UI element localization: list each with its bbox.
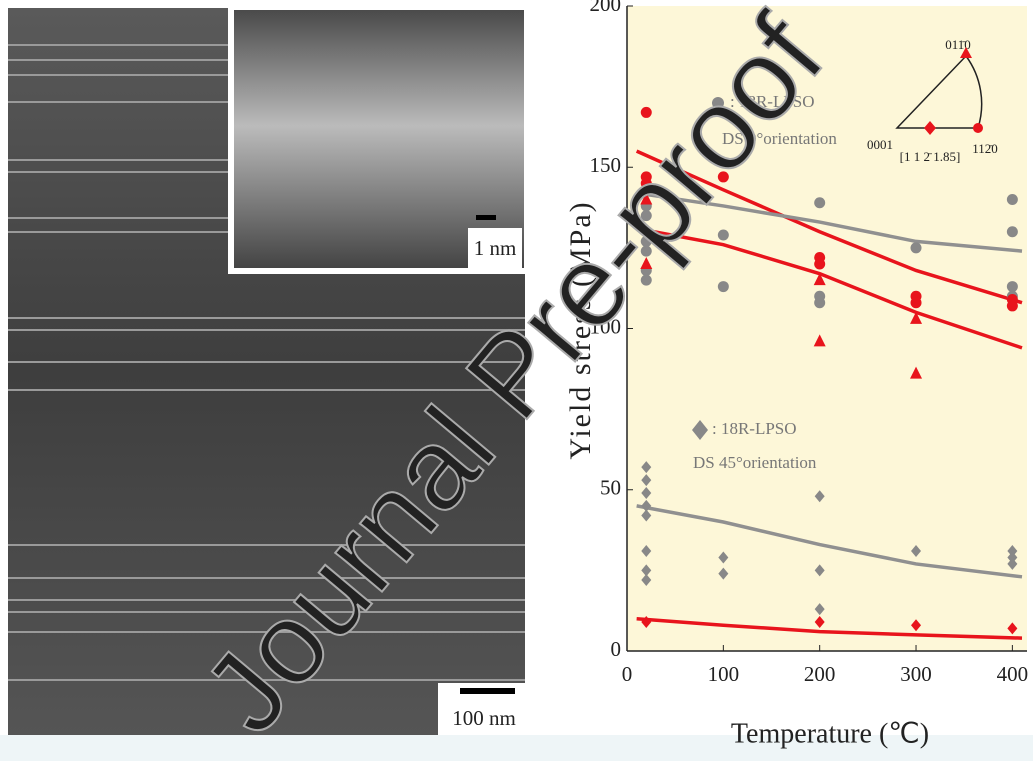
point — [814, 259, 825, 270]
y-tick-label: 200 — [590, 0, 622, 16]
x-tick-label: 0 — [622, 662, 633, 686]
figure: 1 nm 100 nm Yield stress (MPa) Temperatu… — [0, 0, 1033, 761]
annotation: : 18R-LPSO — [712, 419, 797, 438]
annotation: DS 45°orientation — [693, 453, 817, 472]
pole-marker — [973, 123, 983, 133]
point — [814, 197, 825, 208]
x-axis-label: Temperature (℃) — [731, 718, 929, 749]
inset-scale-label: 1 nm — [474, 236, 517, 260]
point — [1007, 226, 1018, 237]
x-tick-label: 300 — [900, 662, 932, 686]
x-tick-label: 100 — [708, 662, 740, 686]
point — [814, 297, 825, 308]
point — [718, 229, 729, 240]
y-tick-label: 50 — [600, 476, 621, 500]
x-tick-label: 400 — [997, 662, 1029, 686]
pole-label: [1 1 2̄ 1.85] — [900, 149, 961, 164]
point — [911, 242, 922, 253]
point — [911, 297, 922, 308]
point — [1007, 281, 1018, 292]
scale-label: 100 nm — [452, 706, 516, 730]
point — [1007, 194, 1018, 205]
x-tick-label: 200 — [804, 662, 836, 686]
inset-scale-bar — [476, 215, 496, 220]
pole-label: 0001 — [867, 137, 893, 152]
y-tick-label: 0 — [611, 637, 622, 661]
pole-label: 112̄0 — [972, 141, 998, 156]
point — [1007, 300, 1018, 311]
point — [718, 281, 729, 292]
scale-bar — [460, 688, 515, 694]
